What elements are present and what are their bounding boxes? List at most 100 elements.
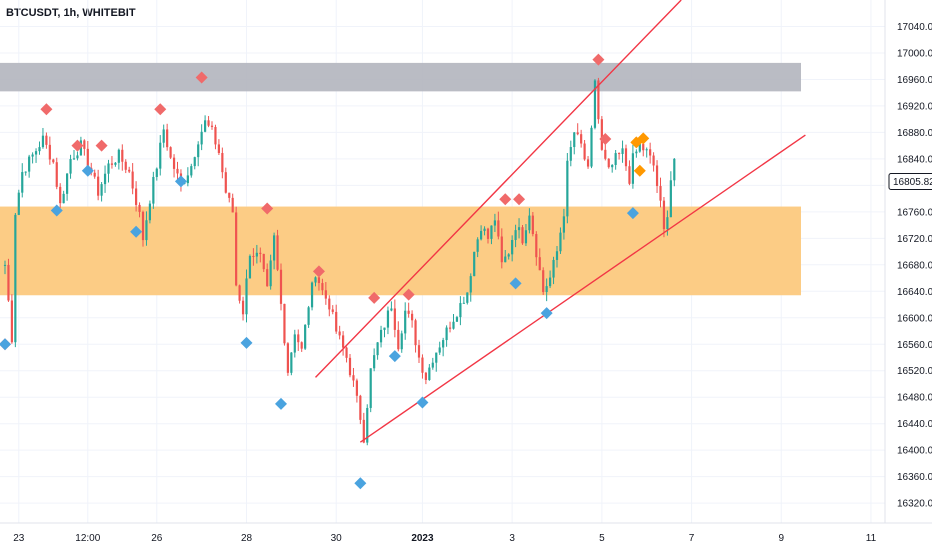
orange-pivot-marker (633, 164, 646, 177)
candle-body (521, 227, 524, 244)
high-pivot-marker (499, 193, 512, 206)
candle-body (466, 292, 469, 303)
candle-body (366, 407, 369, 443)
candle-body (269, 260, 272, 287)
candle-body (314, 277, 317, 283)
candle-body (166, 129, 169, 148)
candle-body (414, 320, 417, 346)
candle-body (400, 333, 403, 350)
candle-body (304, 324, 307, 349)
candle-body (586, 159, 590, 167)
candle-body (517, 227, 521, 231)
candle-body (411, 313, 414, 321)
candle-body (345, 347, 348, 358)
low-pivot-marker (130, 225, 143, 238)
high-pivot-marker (513, 193, 526, 206)
candle-body (7, 264, 10, 301)
candle-body (566, 160, 569, 217)
candle-body (138, 204, 141, 212)
candle-body (659, 186, 662, 201)
low-pivot-marker (626, 207, 639, 220)
candle-body (590, 127, 593, 167)
candle-body (290, 352, 293, 373)
high-pivot-marker (71, 139, 84, 152)
candle-body (573, 132, 576, 148)
candle-body (386, 310, 390, 328)
y-tick-label: 16400.00 (897, 446, 932, 457)
low-pivot-marker (416, 396, 429, 409)
candle-body (45, 135, 48, 145)
y-tick-label: 16680.00 (897, 260, 932, 271)
candle-body (669, 180, 672, 218)
candle-body (666, 217, 669, 230)
candle-body (562, 216, 565, 233)
candle-body (397, 329, 400, 350)
candle-body (283, 303, 286, 344)
candle-body (31, 154, 34, 157)
candle-body (638, 143, 641, 152)
candle-body (204, 120, 207, 132)
y-tick-label: 16920.00 (897, 101, 932, 112)
candle-body (655, 165, 659, 187)
candle-body (97, 176, 100, 196)
high-pivot-marker (368, 291, 381, 304)
candle-body (24, 171, 27, 173)
candle-body (62, 193, 65, 204)
candle-body (555, 251, 559, 260)
candle-body (604, 149, 607, 159)
x-tick-label: 26 (151, 533, 163, 544)
candle-body (504, 256, 507, 263)
candle-body (55, 162, 58, 187)
candle-body (628, 166, 631, 184)
candle-body (14, 214, 17, 343)
y-tick-label: 16960.00 (897, 75, 932, 86)
candle-body (524, 230, 528, 244)
candle-body (148, 203, 151, 221)
candle-body (431, 362, 434, 368)
candle-body (107, 163, 110, 174)
candle-body (324, 290, 327, 299)
candle-body (607, 158, 610, 168)
candle-body (424, 372, 427, 380)
candle-body (459, 303, 462, 318)
candle-body (435, 352, 438, 363)
candle-body (200, 131, 203, 145)
high-pivot-marker (402, 288, 415, 301)
low-pivot-marker (50, 204, 63, 217)
candle-body (438, 347, 441, 353)
candle-body (128, 169, 131, 172)
candle-body (245, 278, 248, 315)
time-axis-bg (0, 523, 932, 550)
candle-body (469, 276, 472, 293)
candle-body (593, 80, 597, 128)
x-tick-label: 28 (241, 533, 253, 544)
candle-body (286, 343, 289, 373)
candle-body (155, 168, 158, 177)
candle-body (514, 230, 517, 241)
candle-body (169, 147, 172, 158)
candle-body (642, 143, 645, 151)
candle-body (552, 259, 555, 278)
y-tick-label: 17000.00 (897, 48, 932, 59)
candle-body (100, 184, 103, 196)
channel-lower-line (359, 134, 806, 443)
candle-body (428, 367, 431, 380)
candle-body (455, 317, 459, 322)
candle-body (497, 220, 500, 237)
resistance-zone (0, 62, 801, 92)
candle-body (528, 215, 531, 231)
candle-body (421, 357, 424, 373)
y-tick-label: 16480.00 (897, 393, 932, 404)
candle-body (331, 309, 334, 312)
candle-body (307, 307, 310, 325)
x-tick-label: 2023 (411, 533, 434, 544)
candle-body (631, 153, 634, 184)
candle-body (359, 395, 362, 420)
candle-body (373, 355, 376, 369)
low-pivot-marker (275, 397, 287, 410)
candle-body (300, 342, 303, 349)
y-tick-label: 16520.00 (897, 366, 932, 377)
candle-body (141, 211, 145, 241)
